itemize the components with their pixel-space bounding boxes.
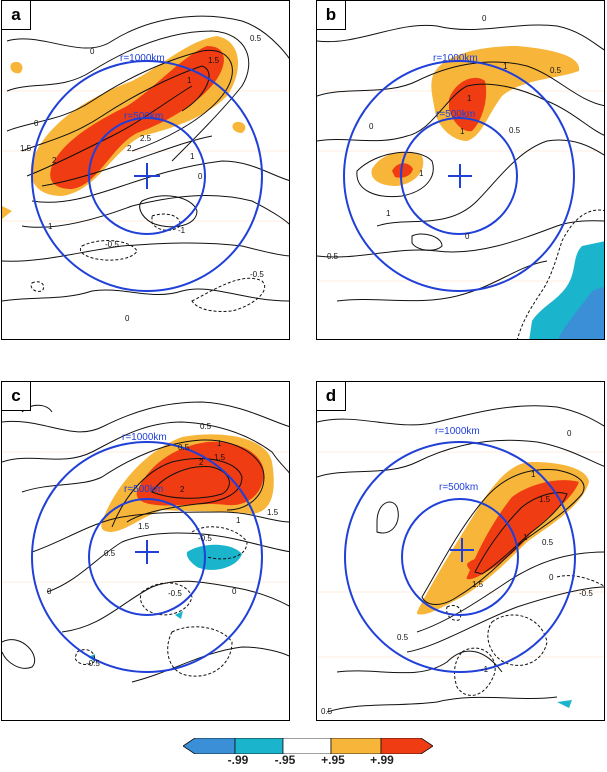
panel-c-contour-label: 2 [180, 485, 185, 494]
panel-a-contour-label: -1 [178, 226, 186, 235]
colorbar: -.99 -.95 +.95 +.99 [183, 738, 433, 772]
panel-b-label-r1000: r=1000km [433, 53, 478, 64]
panel-a-contour-label: 1 [187, 76, 192, 85]
panel-a-contour-label: 2.5 [140, 134, 152, 143]
panel-b-plot: r=1000km r=500km 1 1 1 0.5 1 0.5 0 1 0.5… [317, 14, 604, 339]
panel-b-letter: b [317, 1, 346, 30]
panel-c-contour-label: 2 [199, 458, 204, 467]
panel-c-contour-label: -0.5 [86, 659, 100, 668]
panel-b-contour-label: 0 [465, 232, 470, 241]
panel-c-contour-label: 1 [236, 516, 241, 525]
panel-a-label-r1000: r=1000km [120, 53, 165, 64]
panel-d-contour-label: 0.5 [321, 707, 333, 716]
panel-c-contour-label: 0.5 [104, 549, 116, 558]
colorbar-seg-pos95 [330, 738, 382, 754]
panel-a-contour-label: 1.5 [208, 56, 220, 65]
panel-d-sig-neg95-region [557, 700, 572, 708]
panel-b-contour-label: 0.5 [327, 252, 339, 261]
colorbar-seg-pos99 [380, 738, 433, 754]
colorbar-label-pos95: +.95 [321, 753, 345, 767]
panel-c-contour-label: 1.5 [214, 453, 226, 462]
panel-b-contour-label: 0.5 [550, 66, 562, 75]
colorbar-label-pos99: +.99 [370, 753, 394, 767]
panel-c-contour-label: -0.5 [198, 534, 212, 543]
panel-b-contour-label: 1 [467, 94, 472, 103]
panel-c-contour-label: 0.5 [200, 422, 212, 431]
panel-a-contour-label: 2 [127, 144, 132, 153]
panel-a-contour-label: 0 [34, 119, 39, 128]
panel-c-contour-label: -0.5 [168, 589, 182, 598]
panel-d-letter: d [317, 382, 346, 411]
panel-d-label-r1000: r=1000km [435, 426, 480, 437]
panel-a-contour-label: 0 [198, 172, 203, 181]
panel-d-contour-label: 0.5 [397, 633, 409, 642]
panel-d-contour-label: -0.5 [579, 589, 593, 598]
panel-a-contour-label: 0 [90, 47, 95, 56]
panel-a-contour-label: 2 [52, 156, 57, 165]
panel-d-contour-label: 1 [523, 533, 528, 542]
panel-c-contour-label: 0 [47, 587, 52, 596]
panel-a-contour-label: 1 [48, 222, 53, 231]
panel-c-label-r500: r=500km [124, 484, 163, 495]
panel-c-sig99-region [136, 441, 264, 506]
panel-a-center-cross [134, 163, 160, 189]
panel-b-contour-label: 0 [369, 122, 374, 131]
colorbar-bar [183, 738, 433, 754]
panel-a-plot: r=1000km r=500km 0.5 1.5 1 2 2.5 2 1.5 1… [2, 15, 289, 323]
panel-d-sig99-region [466, 480, 579, 580]
panel-b-center-cross [448, 164, 472, 188]
colorbar-seg-neg99 [183, 738, 236, 754]
panel-a-contour-label: -0.5 [250, 270, 264, 279]
panel-b: b r=1000km r=500km [316, 0, 605, 340]
panel-d-plot: r=1000km r=500km 1 1.5 1 0.5 1.5 0 -0.5 … [317, 405, 604, 716]
panel-c-center-cross [135, 540, 159, 564]
panel-a-letter: a [2, 1, 31, 30]
panel-d-contour-label: 1.5 [472, 580, 484, 589]
panel-d-label-r500: r=500km [439, 482, 478, 493]
panel-b-contour-label: 0.5 [509, 126, 521, 135]
panel-c-label-r1000: r=1000km [122, 432, 167, 443]
panel-b-contour-label: 1 [386, 209, 391, 218]
panel-a: a [1, 0, 290, 340]
panel-a-contour-label: 1 [190, 152, 195, 161]
panel-d-contour-label: 1.5 [539, 495, 551, 504]
colorbar-seg-neg95 [234, 738, 284, 754]
panel-d-contour-label: -1 [481, 665, 489, 674]
panel-d-center-cross [450, 538, 474, 562]
colorbar-label-neg95: -.95 [274, 753, 296, 767]
panel-c-plot: r=1000km r=500km 0.5 1 1.5 2 2 1.5 1 0.5… [2, 401, 289, 683]
panel-a-contour-label: -0.5 [105, 240, 119, 249]
panel-d-contour-label: 0 [549, 573, 554, 582]
panel-d-contour-label: 0 [567, 429, 572, 438]
panel-c-contour-label: 0.5 [178, 443, 190, 452]
panel-a-label-r500: r=500km [124, 111, 163, 122]
panel-b-contour-label: 0 [482, 14, 487, 23]
panel-b-contour-label: 1 [460, 127, 465, 136]
panel-c-contour-label: 1 [217, 439, 222, 448]
panel-a-contour-label: 1.5 [20, 144, 32, 153]
panel-d-contour-label: 1 [531, 470, 536, 479]
colorbar-seg-neutral [282, 738, 332, 754]
panel-a-contour-label: 0 [125, 314, 130, 323]
panel-c-sig-neg95-region [186, 544, 242, 570]
panel-b-contour-label: 1 [419, 169, 424, 178]
panel-b-sig-neg99-region [558, 286, 604, 339]
panel-c-contour-label: 1.5 [138, 522, 150, 531]
panel-b-contour-label: 1 [503, 62, 508, 71]
panel-b-label-r500: r=500km [436, 109, 475, 120]
colorbar-label-neg99: -.99 [227, 753, 249, 767]
panel-c-contour-label: 1.5 [267, 508, 279, 517]
panel-c-contour-label: 0 [232, 587, 237, 596]
panel-d-contour-label: 0.5 [542, 538, 554, 547]
panel-c-letter: c [2, 382, 31, 411]
panel-a-contour-label: 0.5 [250, 34, 262, 43]
panel-d: d r=1000km r=5 [316, 381, 605, 721]
panel-c: c [1, 381, 290, 721]
